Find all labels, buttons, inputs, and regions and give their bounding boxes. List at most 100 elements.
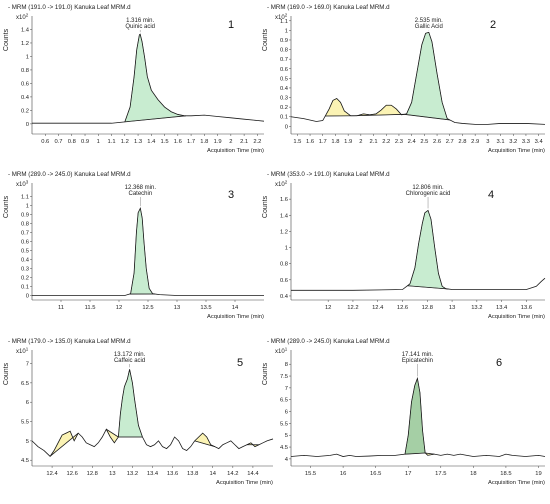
panel-number: 3 [228,189,234,201]
x-tick-label: 1.2 [121,139,129,145]
x-tick-label: 15.5 [305,471,316,477]
y-scale-label: x102 [275,13,288,22]
trace-line [290,31,546,125]
x-tick-label: 17.5 [435,471,446,477]
peak-baseline [354,113,405,117]
x-tick-label: 1.9 [344,139,352,145]
y-tick-label: 7 [26,362,29,368]
y-tick-label: 0.5 [280,76,288,82]
x-tick-label: 12.5 [142,305,153,311]
x-tick-label: 12.4 [46,471,58,477]
x-tick-label: 13.8 [187,471,198,477]
peak-compound-label: Catechin [129,191,153,197]
y-tick-label: 0.2 [280,105,288,111]
y-tick-label: 0.8 [280,262,288,268]
peak-time-label: 13.172 min. [114,352,146,358]
y-tick-label: 1 [285,246,288,252]
chart-panel-3: - MRM (289.0 -> 245.0) Kanuka Leaf MRM.d… [3,171,264,320]
trace-line [291,209,546,291]
x-tick-label: 2.2 [382,139,390,145]
x-tick-label: 14 [232,305,239,311]
x-tick-label: 2.7 [446,139,454,145]
x-tick-label: 2 [359,139,362,145]
x-tick-label: 1.6 [174,139,182,145]
peak-baseline [425,452,435,455]
chart-panel-5: - MRM (179.0 -> 135.0) Kanuka Leaf MRM.d… [3,338,274,486]
y-tick-label: 0.4 [21,258,30,264]
panel-title: - MRM (353.0 -> 191.0) Kanuka Leaf MRM.d [267,171,390,178]
x-tick-label: 12.2 [347,305,358,311]
y-tick-label: 0.2 [21,276,29,282]
peak-compound-label: Gallic Acid [415,24,443,30]
x-tick-label: 18.5 [500,471,511,477]
x-tick-label: 2.8 [458,139,466,145]
x-tick-label: 1.1 [108,139,116,145]
y-scale-label: x102 [275,180,288,189]
x-tick-label: 2.3 [395,139,403,145]
x-tick-label: 1.9 [214,139,222,145]
panel-title: - MRM (289.0 -> 245.0) Kanuka Leaf MRM.d [8,171,131,178]
x-tick-label: 13.2 [471,305,482,311]
y-tick-label: 0.1 [280,115,288,121]
y-tick-label: 1.2 [21,41,29,47]
x-tick-label: 1.5 [161,139,169,145]
y-tick-label: 6.5 [280,398,288,404]
x-tick-label: 1.7 [187,139,195,145]
x-tick-label: 16.5 [370,471,381,477]
y-axis-label: Counts [262,28,269,51]
panel-number: 4 [488,189,494,201]
y-tick-label: 0.4 [280,86,289,92]
peak-time-label: 1.316 min. [126,18,154,24]
y-scale-label: x101 [275,347,288,356]
chart-panel-1: - MRM (191.0 -> 191.0) Kanuka Leaf MRM.d… [3,4,264,154]
x-tick-label: 13 [109,471,115,477]
y-axis-label: Counts [3,195,10,218]
x-tick-label: 3.3 [522,139,530,145]
y-tick-label: 1.4 [280,213,289,219]
y-tick-label: 0 [26,122,29,128]
y-tick-label: 1 [26,204,29,210]
panel-title: - MRM (169.0 -> 169.0) Kanuka Leaf MRM.d [267,4,390,11]
panel-title: - MRM (289.0 -> 245.0) Kanuka Leaf MRM.d [267,338,390,345]
x-axis-label: Acquisition Time (min) [207,314,264,320]
panel-title: - MRM (179.0 -> 135.0) Kanuka Leaf MRM.d [8,338,131,345]
y-tick-label: 0 [26,294,29,300]
panel-title: - MRM (191.0 -> 191.0) Kanuka Leaf MRM.d [8,4,131,11]
x-tick-label: 0.8 [68,139,76,145]
x-tick-label: 1.8 [331,139,339,145]
x-tick-label: 2.5 [420,139,428,145]
y-tick-label: 5 [26,439,29,445]
y-tick-label: 7 [285,386,288,392]
y-tick-label: 0.6 [280,278,288,284]
x-tick-label: 2.1 [240,139,248,145]
y-tick-label: 5.5 [21,420,29,426]
x-axis-label: Acquisition Time (min) [488,480,545,486]
x-axis-label: Acquisition Time (min) [488,148,545,154]
peak-baseline [407,285,449,290]
y-tick-label: 0.6 [280,67,288,73]
peak-compound-label: Quinic acid [125,24,155,30]
x-tick-label: 2.4 [408,139,417,145]
trace-line [290,376,546,457]
y-tick-label: 1.4 [21,27,30,33]
y-tick-label: 8 [285,362,288,368]
y-axis-label: Counts [3,362,10,385]
y-tick-label: 0.1 [21,285,29,291]
y-tick-label: 0.6 [21,81,29,87]
x-tick-label: 12.8 [422,305,433,311]
x-tick-label: 1 [97,139,100,145]
y-tick-label: 0.3 [21,267,29,273]
y-tick-label: 4.5 [21,458,29,464]
y-tick-label: 0.6 [21,240,29,246]
y-tick-label: 0.9 [21,213,29,219]
x-tick-label: 1.4 [147,139,156,145]
y-scale-label: x103 [16,180,29,189]
x-tick-label: 17 [405,471,411,477]
x-tick-label: 1.6 [306,139,314,145]
x-tick-label: 2.6 [433,139,441,145]
y-tick-label: 6 [285,410,288,416]
x-tick-label: 3 [486,139,489,145]
peak-baseline [194,440,215,448]
x-tick-label: 0.6 [41,139,49,145]
x-tick-label: 3.2 [509,139,517,145]
